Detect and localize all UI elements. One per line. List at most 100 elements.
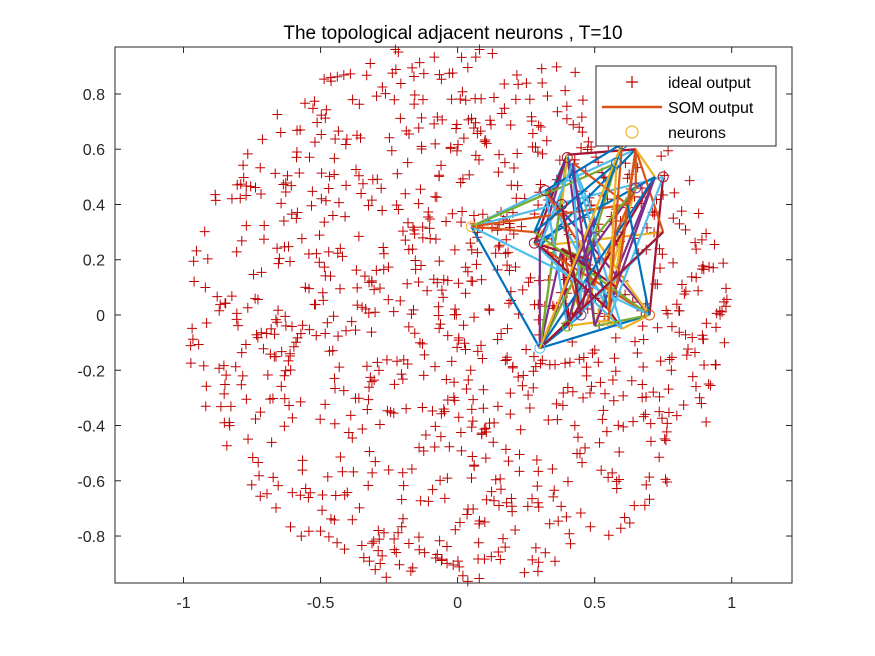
- ideal-output-point: [237, 370, 248, 381]
- ideal-output-point: [363, 200, 374, 211]
- ideal-output-point: [306, 200, 317, 211]
- ideal-output-point: [280, 320, 291, 331]
- ideal-output-point: [479, 554, 490, 565]
- ideal-output-point: [654, 452, 665, 463]
- ideal-output-point: [618, 421, 629, 432]
- ideal-output-point: [272, 317, 283, 328]
- ideal-output-point: [343, 427, 354, 438]
- ideal-output-point: [453, 332, 464, 343]
- ideal-output-point: [370, 564, 381, 575]
- ideal-output-point: [405, 566, 416, 577]
- ideal-output-point: [544, 359, 555, 370]
- ideal-output-point: [225, 401, 236, 412]
- som-output-line: [539, 231, 664, 349]
- ideal-output-point: [191, 245, 202, 256]
- ideal-output-point: [419, 349, 430, 360]
- ideal-output-point: [686, 271, 697, 282]
- ideal-output-point: [342, 487, 353, 498]
- ideal-output-point: [409, 89, 420, 100]
- ideal-output-point: [517, 380, 528, 391]
- ideal-output-point: [701, 417, 712, 428]
- ideal-output-point: [466, 404, 477, 415]
- ideal-output-point: [506, 493, 517, 504]
- ideal-output-point: [452, 139, 463, 150]
- ideal-output-point: [655, 263, 666, 274]
- ideal-output-point: [332, 71, 343, 82]
- ideal-output-point: [386, 145, 397, 156]
- ideal-output-point: [478, 384, 489, 395]
- ideal-output-point: [577, 457, 588, 468]
- ideal-output-point: [434, 323, 445, 334]
- ideal-output-point: [270, 314, 281, 325]
- som-output-line: [560, 204, 583, 316]
- y-tick-label: 0.4: [83, 197, 105, 214]
- ideal-output-point: [201, 318, 212, 329]
- ideal-output-point: [533, 299, 544, 310]
- ideal-output-point: [613, 420, 624, 431]
- ideal-output-point: [528, 366, 539, 377]
- x-tick-label: -0.5: [307, 595, 335, 612]
- ideal-output-point: [282, 170, 293, 181]
- ideal-output-point: [220, 298, 231, 309]
- ideal-output-point: [317, 489, 328, 500]
- ideal-output-point: [367, 174, 378, 185]
- ideal-output-point: [433, 310, 444, 321]
- ideal-output-point: [279, 370, 290, 381]
- ideal-output-point: [488, 437, 499, 448]
- neuron-marker: [643, 309, 655, 321]
- ideal-output-point: [715, 309, 726, 320]
- ideal-output-point: [252, 294, 263, 305]
- ideal-output-point: [527, 128, 538, 139]
- ideal-output-point: [329, 153, 340, 164]
- ideal-output-point: [391, 356, 402, 367]
- ideal-output-point: [469, 312, 480, 323]
- ideal-output-point: [354, 502, 365, 513]
- ideal-output-point: [479, 424, 490, 435]
- ideal-output-point: [368, 536, 379, 547]
- ideal-output-point: [430, 553, 441, 564]
- ideal-output-point: [202, 253, 213, 264]
- ideal-output-point: [340, 139, 351, 150]
- ideal-output-point: [701, 318, 712, 329]
- ideal-output-point: [693, 285, 704, 296]
- ideal-output-point: [720, 301, 731, 312]
- ideal-output-point: [682, 343, 693, 354]
- ideal-output-point: [274, 253, 285, 264]
- ideal-output-point: [454, 517, 465, 528]
- ideal-output-point: [396, 521, 407, 532]
- ideal-output-point: [673, 305, 684, 316]
- ideal-output-point: [442, 330, 453, 341]
- ideal-output-point: [319, 262, 330, 273]
- som-output-line: [538, 143, 624, 349]
- ideal-output-point: [432, 112, 443, 123]
- ideal-output-point: [193, 339, 204, 350]
- ideal-output-point: [689, 347, 700, 358]
- som-output-line: [607, 162, 618, 310]
- ideal-output-point: [389, 379, 400, 390]
- ideal-output-point: [366, 376, 377, 387]
- ideal-output-point: [409, 99, 420, 110]
- ideal-output-point: [438, 292, 449, 303]
- ideal-output-point: [696, 264, 707, 275]
- ideal-output-point: [648, 387, 659, 398]
- ideal-output-point: [417, 402, 428, 413]
- ideal-output-point: [656, 151, 667, 162]
- ideal-output-point: [311, 248, 322, 259]
- ideal-output-point: [717, 306, 728, 317]
- ideal-output-point: [214, 363, 225, 374]
- ideal-output-point: [338, 69, 349, 80]
- ideal-output-point: [376, 183, 387, 194]
- ideal-output-point: [373, 525, 384, 536]
- ideal-output-point: [514, 466, 525, 477]
- ideal-output-point: [400, 188, 411, 199]
- ideal-output-point: [398, 513, 409, 524]
- ideal-output-point: [291, 152, 302, 163]
- ideal-output-point: [701, 228, 712, 239]
- ideal-output-point: [467, 451, 478, 462]
- ideal-output-point: [414, 337, 425, 348]
- ideal-output-point: [278, 215, 289, 226]
- legend-label: ideal output: [668, 75, 751, 92]
- ideal-output-point: [532, 566, 543, 577]
- ideal-output-point: [445, 142, 456, 153]
- ideal-output-point: [287, 321, 298, 332]
